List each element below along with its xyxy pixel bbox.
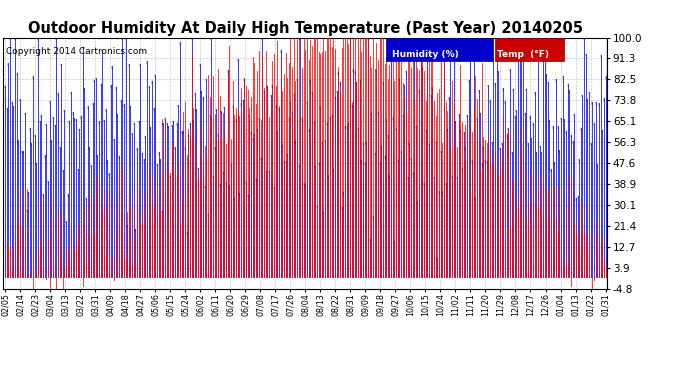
Text: Temp  (°F): Temp (°F) bbox=[497, 50, 549, 58]
Text: Copyright 2014 Cartronics.com: Copyright 2014 Cartronics.com bbox=[6, 47, 147, 56]
Text: Humidity (%): Humidity (%) bbox=[392, 50, 459, 58]
Title: Outdoor Humidity At Daily High Temperature (Past Year) 20140205: Outdoor Humidity At Daily High Temperatu… bbox=[28, 21, 583, 36]
